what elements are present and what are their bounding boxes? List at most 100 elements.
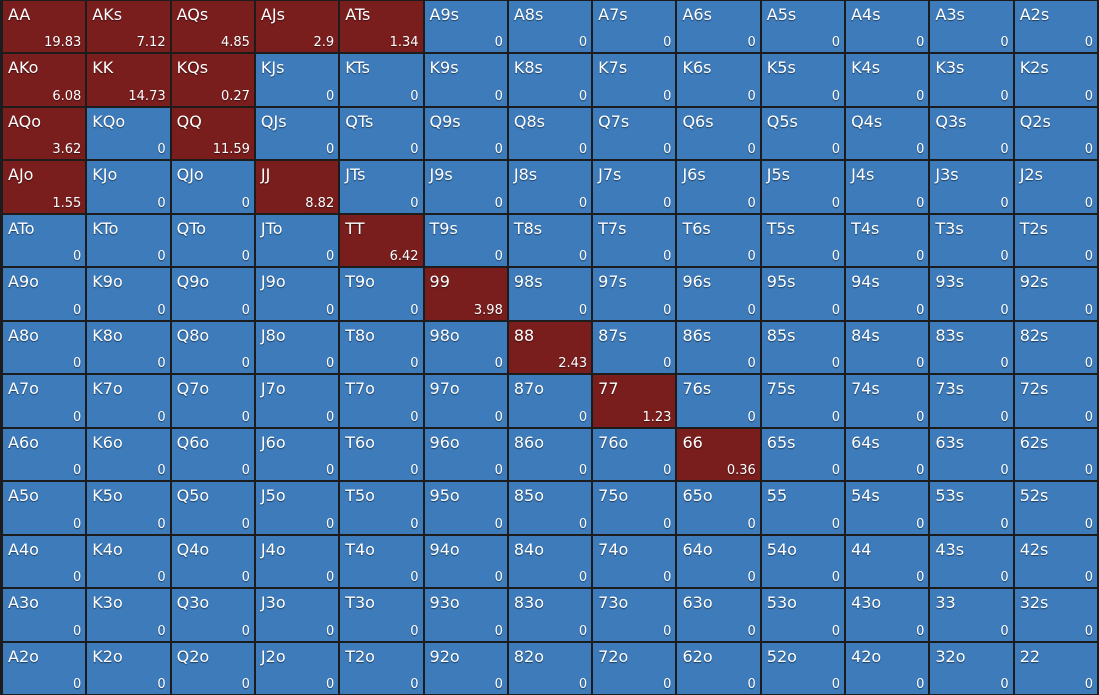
- hand-cell[interactable]: 65s 0: [761, 428, 845, 481]
- hand-cell[interactable]: 44 0: [846, 535, 929, 588]
- hand-cell[interactable]: 85o 0: [508, 482, 592, 534]
- hand-cell[interactable]: 97o 0: [424, 375, 507, 427]
- hand-cell[interactable]: 98o 0: [424, 321, 507, 374]
- hand-cell[interactable]: Q9s 0: [424, 107, 507, 160]
- hand-cell[interactable]: 65o 0: [677, 482, 760, 534]
- hand-cell[interactable]: 73o 0: [593, 589, 676, 641]
- hand-cell[interactable]: A6s 0: [677, 1, 760, 53]
- hand-cell[interactable]: 52o 0: [761, 642, 845, 694]
- hand-cell[interactable]: TT 6.42: [340, 214, 423, 267]
- hand-cell[interactable]: 97s 0: [593, 268, 676, 320]
- hand-cell[interactable]: JTo 0: [255, 214, 339, 267]
- hand-cell[interactable]: 96s 0: [677, 268, 760, 320]
- hand-cell[interactable]: 75s 0: [761, 375, 845, 427]
- hand-cell[interactable]: K7s 0: [593, 54, 676, 106]
- hand-cell[interactable]: Q4o 0: [171, 535, 254, 588]
- hand-cell[interactable]: J2o 0: [255, 642, 339, 694]
- hand-cell[interactable]: T5o 0: [340, 482, 423, 534]
- hand-cell[interactable]: Q8s 0: [508, 107, 592, 160]
- hand-cell[interactable]: 84s 0: [846, 321, 929, 374]
- hand-cell[interactable]: A2s 0: [1014, 1, 1097, 53]
- hand-cell[interactable]: 76s 0: [677, 375, 760, 427]
- hand-cell[interactable]: QJs 0: [255, 107, 339, 160]
- hand-cell[interactable]: 66 0.36: [677, 428, 760, 481]
- hand-cell[interactable]: 77 1.23: [593, 375, 676, 427]
- hand-cell[interactable]: 86o 0: [508, 428, 592, 481]
- hand-cell[interactable]: AQo 3.62: [3, 107, 86, 160]
- hand-cell[interactable]: J3s 0: [930, 161, 1013, 213]
- hand-cell[interactable]: A9o 0: [3, 268, 86, 320]
- hand-cell[interactable]: 74o 0: [593, 535, 676, 588]
- hand-cell[interactable]: Q6s 0: [677, 107, 760, 160]
- hand-cell[interactable]: J7o 0: [255, 375, 339, 427]
- hand-cell[interactable]: KQo 0: [87, 107, 170, 160]
- hand-cell[interactable]: KTo 0: [87, 214, 170, 267]
- hand-cell[interactable]: Q9o 0: [171, 268, 254, 320]
- hand-cell[interactable]: 96o 0: [424, 428, 507, 481]
- hand-cell[interactable]: AA 19.83: [3, 1, 86, 53]
- hand-cell[interactable]: 52s 0: [1014, 482, 1097, 534]
- hand-cell[interactable]: J4s 0: [846, 161, 929, 213]
- hand-cell[interactable]: 62o 0: [677, 642, 760, 694]
- hand-cell[interactable]: A9s 0: [424, 1, 507, 53]
- hand-cell[interactable]: KJs 0: [255, 54, 339, 106]
- hand-cell[interactable]: AQs 4.85: [171, 1, 254, 53]
- hand-cell[interactable]: 99 3.98: [424, 268, 507, 320]
- hand-cell[interactable]: 22 0: [1014, 642, 1097, 694]
- hand-cell[interactable]: K5o 0: [87, 482, 170, 534]
- hand-cell[interactable]: JTs 0: [340, 161, 423, 213]
- hand-cell[interactable]: 87s 0: [593, 321, 676, 374]
- hand-cell[interactable]: T4s 0: [846, 214, 929, 267]
- hand-cell[interactable]: J4o 0: [255, 535, 339, 588]
- hand-cell[interactable]: T7o 0: [340, 375, 423, 427]
- hand-cell[interactable]: J3o 0: [255, 589, 339, 641]
- hand-cell[interactable]: 64o 0: [677, 535, 760, 588]
- hand-cell[interactable]: T4o 0: [340, 535, 423, 588]
- hand-cell[interactable]: 76o 0: [593, 428, 676, 481]
- hand-cell[interactable]: 83o 0: [508, 589, 592, 641]
- hand-cell[interactable]: 93o 0: [424, 589, 507, 641]
- hand-cell[interactable]: 84o 0: [508, 535, 592, 588]
- hand-cell[interactable]: A5s 0: [761, 1, 845, 53]
- hand-cell[interactable]: 94o 0: [424, 535, 507, 588]
- hand-cell[interactable]: QTs 0: [340, 107, 423, 160]
- hand-cell[interactable]: Q2o 0: [171, 642, 254, 694]
- hand-cell[interactable]: 83s 0: [930, 321, 1013, 374]
- hand-cell[interactable]: 95o 0: [424, 482, 507, 534]
- hand-cell[interactable]: Q5o 0: [171, 482, 254, 534]
- hand-cell[interactable]: QQ 11.59: [171, 107, 254, 160]
- hand-cell[interactable]: T2s 0: [1014, 214, 1097, 267]
- hand-cell[interactable]: 33 0: [930, 589, 1013, 641]
- hand-cell[interactable]: K8o 0: [87, 321, 170, 374]
- hand-cell[interactable]: J9s 0: [424, 161, 507, 213]
- hand-cell[interactable]: 53o 0: [761, 589, 845, 641]
- hand-cell[interactable]: 74s 0: [846, 375, 929, 427]
- hand-cell[interactable]: Q3s 0: [930, 107, 1013, 160]
- hand-cell[interactable]: A7s 0: [593, 1, 676, 53]
- hand-cell[interactable]: J2s 0: [1014, 161, 1097, 213]
- hand-cell[interactable]: K2o 0: [87, 642, 170, 694]
- hand-cell[interactable]: T3o 0: [340, 589, 423, 641]
- hand-cell[interactable]: K9o 0: [87, 268, 170, 320]
- hand-cell[interactable]: K8s 0: [508, 54, 592, 106]
- hand-cell[interactable]: A6o 0: [3, 428, 86, 481]
- hand-cell[interactable]: T8s 0: [508, 214, 592, 267]
- hand-cell[interactable]: 64s 0: [846, 428, 929, 481]
- hand-cell[interactable]: K4s 0: [846, 54, 929, 106]
- hand-cell[interactable]: 54o 0: [761, 535, 845, 588]
- hand-cell[interactable]: T7s 0: [593, 214, 676, 267]
- hand-cell[interactable]: 43s 0: [930, 535, 1013, 588]
- hand-cell[interactable]: K4o 0: [87, 535, 170, 588]
- hand-cell[interactable]: 95s 0: [761, 268, 845, 320]
- hand-cell[interactable]: K7o 0: [87, 375, 170, 427]
- hand-cell[interactable]: A3s 0: [930, 1, 1013, 53]
- hand-cell[interactable]: QJo 0: [171, 161, 254, 213]
- hand-cell[interactable]: K6o 0: [87, 428, 170, 481]
- hand-cell[interactable]: 82o 0: [508, 642, 592, 694]
- hand-cell[interactable]: Q6o 0: [171, 428, 254, 481]
- hand-cell[interactable]: K9s 0: [424, 54, 507, 106]
- hand-cell[interactable]: 93s 0: [930, 268, 1013, 320]
- hand-cell[interactable]: A8s 0: [508, 1, 592, 53]
- hand-cell[interactable]: KK 14.73: [87, 54, 170, 106]
- hand-cell[interactable]: Q5s 0: [761, 107, 845, 160]
